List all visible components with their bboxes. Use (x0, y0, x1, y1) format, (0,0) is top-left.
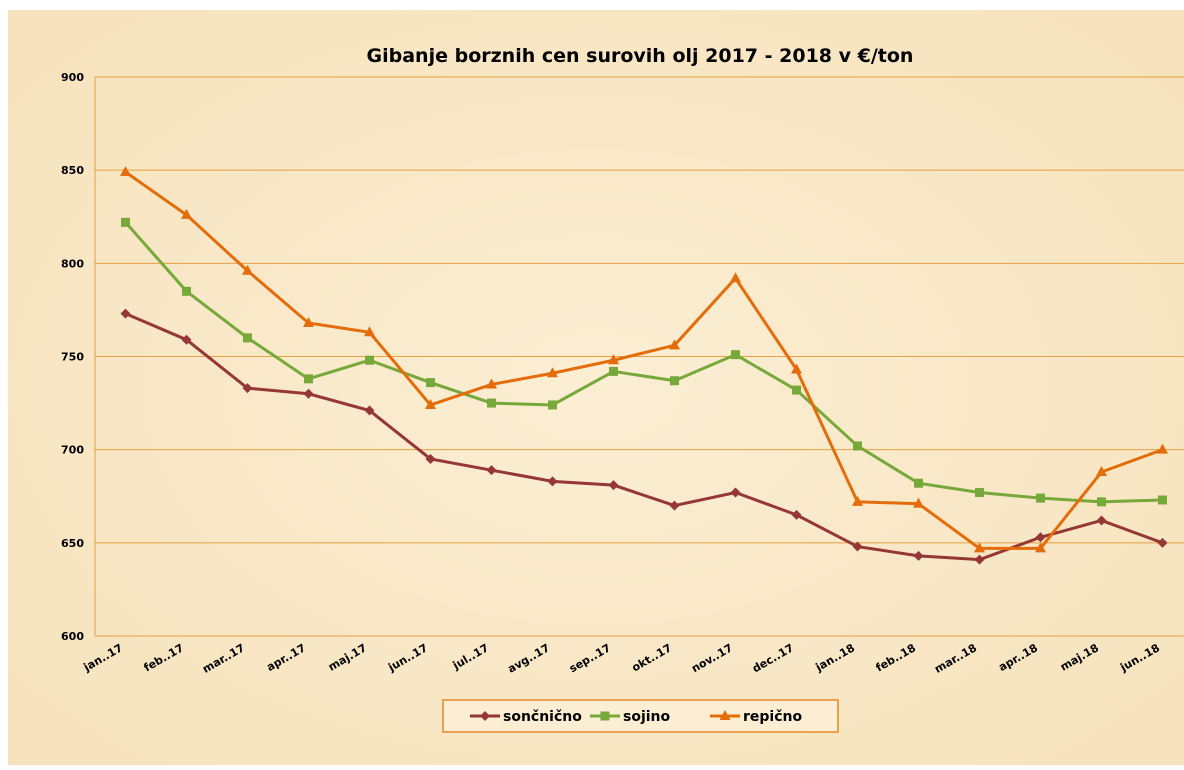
data-point (487, 398, 496, 408)
data-point (243, 333, 252, 343)
legend-label: sončnično (503, 709, 582, 725)
data-point (1036, 493, 1045, 503)
data-point (914, 478, 923, 488)
background (8, 10, 1184, 765)
data-point (486, 465, 497, 476)
legend-marker (719, 710, 731, 720)
data-point (913, 550, 924, 561)
data-point (974, 542, 985, 553)
legend (442, 699, 839, 733)
data-point (182, 286, 191, 296)
data-point (1035, 532, 1046, 543)
data-point (242, 383, 253, 394)
y-tick-label: 900 (61, 71, 84, 84)
data-point (425, 398, 436, 409)
data-point (608, 480, 619, 491)
data-point (669, 339, 680, 350)
data-point (669, 500, 680, 511)
series-line (124, 312, 1164, 562)
data-point (853, 441, 862, 451)
legend-marker (480, 711, 490, 721)
y-tick-label: 850 (61, 164, 84, 177)
data-point (974, 554, 985, 565)
data-point (548, 400, 557, 410)
chart-title: Gibanje borznih cen surovih olj 2017 - 2… (367, 45, 914, 67)
data-point (852, 541, 863, 552)
data-point (731, 350, 740, 360)
data-point (547, 367, 558, 378)
data-point (242, 264, 253, 275)
data-point (1158, 495, 1167, 505)
data-point (1096, 466, 1107, 477)
data-point (791, 509, 802, 520)
data-point (486, 378, 497, 389)
data-point (303, 316, 314, 327)
data-point (120, 166, 131, 177)
data-point (1097, 497, 1106, 507)
data-point (303, 388, 314, 399)
data-point (730, 272, 741, 283)
data-point (792, 385, 801, 395)
y-tick-label: 650 (61, 537, 84, 550)
data-point (1096, 515, 1107, 526)
data-point (791, 363, 802, 374)
data-point (852, 495, 863, 506)
data-point (121, 217, 130, 227)
data-point (1157, 537, 1168, 548)
data-point (1035, 542, 1046, 553)
y-tick-label: 750 (61, 351, 84, 364)
legend-label: sojino (623, 709, 671, 725)
data-point (670, 376, 679, 386)
data-point (426, 378, 435, 388)
data-point (608, 354, 619, 365)
data-point (975, 488, 984, 498)
data-point (181, 208, 192, 219)
series-line (124, 170, 1164, 550)
data-point (120, 308, 131, 319)
data-point (181, 334, 192, 345)
series-line (124, 221, 1163, 504)
data-point (364, 405, 375, 416)
data-point (547, 476, 558, 487)
data-point (730, 487, 741, 498)
data-point (425, 453, 436, 464)
data-point (609, 366, 618, 376)
y-tick-label: 800 (61, 257, 84, 270)
data-point (364, 326, 375, 337)
y-tick-label: 700 (61, 444, 84, 457)
legend-label: repično (743, 709, 802, 725)
y-tick-label: 600 (61, 630, 84, 643)
legend-marker (600, 711, 610, 721)
data-point (365, 355, 374, 365)
data-point (913, 497, 924, 508)
data-point (304, 374, 313, 384)
data-point (1157, 443, 1168, 454)
